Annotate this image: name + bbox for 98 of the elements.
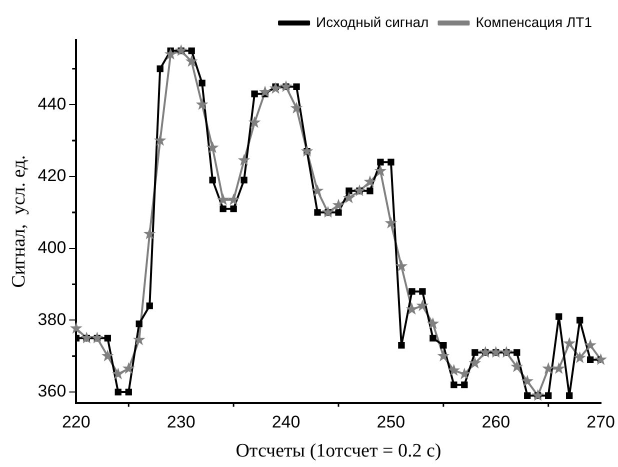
point: [251, 90, 258, 98]
point: [514, 349, 520, 356]
point: [300, 144, 314, 157]
point: [584, 338, 597, 351]
point: [450, 382, 458, 388]
point: [552, 362, 566, 374]
point: [430, 334, 436, 342]
point: [353, 184, 366, 196]
x-tick-label: 260: [482, 412, 510, 432]
point: [426, 317, 440, 330]
point: [185, 55, 198, 67]
y-tick-label: 360: [38, 382, 66, 401]
point: [416, 299, 429, 312]
point: [122, 362, 135, 374]
point: [80, 332, 93, 344]
point: [209, 176, 216, 184]
point: [198, 80, 206, 86]
point: [206, 141, 219, 154]
x-tick-label: 240: [272, 412, 300, 432]
y-axis-title: Сигнал, усл. ед.: [8, 155, 30, 288]
point: [377, 158, 384, 166]
point: [594, 353, 607, 365]
point: [293, 83, 300, 90]
point: [112, 368, 124, 380]
point: [188, 47, 195, 54]
x-axis-title: Отсчеты (1отсчет = 0.2 с): [236, 440, 442, 462]
point: [586, 356, 594, 364]
point: [240, 176, 248, 184]
point: [461, 382, 468, 388]
point: [384, 216, 398, 228]
point: [566, 392, 573, 399]
point: [227, 193, 240, 206]
point: [490, 346, 502, 358]
point: [230, 206, 237, 212]
point: [154, 134, 166, 146]
x-tick-label: 270: [586, 412, 616, 432]
point: [335, 209, 342, 216]
point: [258, 86, 272, 98]
point: [196, 98, 208, 110]
point: [542, 362, 555, 374]
point: [576, 316, 584, 324]
point: [366, 188, 374, 194]
point: [216, 193, 230, 206]
point: [101, 350, 114, 362]
point: [419, 288, 426, 295]
point: [388, 158, 394, 166]
point: [524, 392, 531, 399]
point: [125, 388, 132, 396]
x-tick-label: 250: [376, 412, 406, 432]
point: [472, 349, 478, 356]
legend-label: Компенсация ЛТ1: [476, 14, 592, 30]
y-tick-label: 420: [38, 166, 66, 186]
point: [510, 360, 524, 372]
x-tick-label: 230: [166, 412, 196, 432]
point: [556, 313, 562, 320]
point: [143, 227, 156, 240]
point: [374, 164, 387, 176]
point: [532, 389, 544, 401]
point: [332, 198, 345, 210]
point: [136, 320, 142, 328]
point: [220, 206, 226, 212]
point: [468, 356, 482, 369]
point: [314, 209, 321, 216]
point: [280, 80, 292, 92]
point: [70, 322, 82, 334]
point: [479, 346, 492, 358]
point: [346, 188, 352, 194]
point: [156, 65, 164, 72]
point: [500, 346, 513, 358]
point: [398, 342, 405, 349]
point: [322, 206, 334, 218]
point: [437, 350, 450, 362]
point: [132, 333, 146, 346]
point: [448, 364, 460, 376]
point: [238, 154, 250, 166]
point: [440, 342, 447, 349]
point: [90, 332, 104, 344]
point: [104, 334, 111, 342]
point: [364, 175, 376, 188]
y-tick-label: 440: [38, 94, 66, 114]
point: [563, 337, 576, 349]
point: [248, 116, 261, 128]
point: [574, 351, 586, 364]
legend-label: Исходный сигнал: [316, 14, 429, 30]
point: [269, 82, 282, 94]
point: [146, 302, 153, 310]
point: [290, 102, 303, 114]
point: [395, 260, 408, 272]
y-tick-label: 400: [38, 238, 66, 258]
point: [174, 44, 188, 56]
point: [311, 184, 324, 196]
point: [408, 288, 416, 295]
point: [521, 374, 534, 387]
point: [114, 388, 122, 396]
point: [545, 392, 552, 399]
point: [342, 192, 356, 204]
y-tick-label: 380: [38, 310, 66, 329]
x-tick-label: 220: [62, 412, 90, 432]
